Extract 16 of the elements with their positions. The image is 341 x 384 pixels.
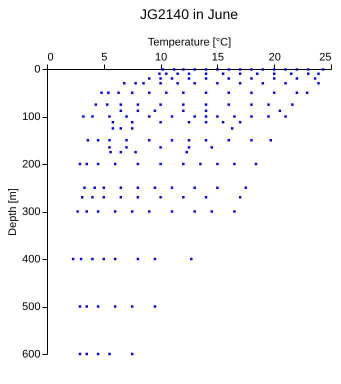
y-tick-label: 300: [22, 206, 40, 218]
y-tick-label: 100: [22, 111, 40, 123]
x-tick-label: 15: [212, 52, 224, 64]
x-tick-label: 20: [268, 52, 281, 64]
y-tick-label: 500: [22, 301, 40, 313]
y-tick-label: 400: [22, 254, 40, 266]
x-axis-title: Temperature [°C]: [148, 36, 232, 48]
x-tick-label: 5: [101, 52, 108, 64]
y-tick-label: 0: [34, 64, 40, 76]
x-tick-label: 0: [48, 52, 54, 64]
y-tick-label: 200: [22, 158, 40, 170]
x-tick-label: 10: [154, 52, 168, 64]
y-axis-title: Depth [m]: [7, 188, 20, 236]
x-tick-label: 25: [319, 52, 332, 64]
chart-title: JG2140 in June: [140, 6, 238, 22]
y-tick-label: 600: [22, 348, 40, 360]
